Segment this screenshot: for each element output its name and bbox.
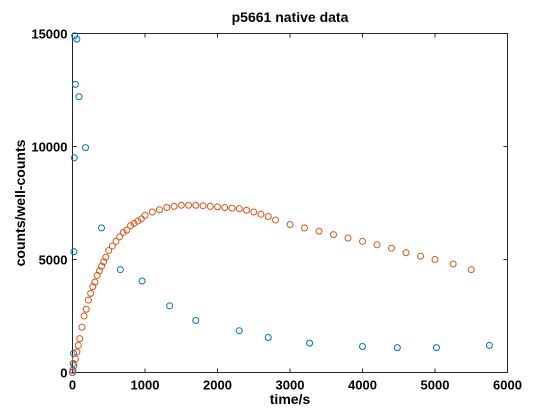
- data-point: [138, 277, 146, 285]
- data-point: [264, 333, 272, 341]
- data-point: [192, 317, 200, 325]
- data-point: [170, 202, 178, 210]
- data-point: [82, 144, 90, 152]
- y-tick-label: 10000: [31, 140, 67, 155]
- data-point: [214, 203, 221, 211]
- x-tick-label: 2000: [203, 378, 232, 393]
- data-point: [112, 237, 120, 245]
- data-point: [70, 248, 78, 256]
- data-point: [402, 249, 410, 257]
- data-point: [69, 369, 76, 376]
- data-point: [250, 208, 258, 216]
- data-point: [116, 266, 124, 274]
- data-point: [141, 211, 149, 219]
- data-point: [73, 348, 81, 356]
- data-point: [243, 206, 250, 214]
- data-point: [116, 233, 124, 241]
- x-tick-label: 4000: [348, 378, 377, 393]
- data-point: [123, 226, 131, 234]
- data-point: [264, 213, 272, 221]
- data-point: [127, 222, 134, 230]
- data-point: [119, 228, 127, 236]
- data-point: [102, 253, 110, 261]
- data-point: [163, 204, 171, 212]
- data-point: [134, 217, 142, 225]
- data-point: [156, 206, 163, 214]
- data-point: [130, 219, 138, 227]
- data-point: [166, 302, 174, 310]
- data-point: [373, 241, 381, 249]
- x-tick-label: 5000: [421, 378, 450, 393]
- data-point: [192, 201, 200, 209]
- data-point: [84, 296, 92, 304]
- data-point: [75, 93, 83, 101]
- y-tick-label: 5000: [39, 253, 68, 268]
- data-point: [393, 344, 401, 352]
- data-point: [485, 341, 493, 349]
- x-axis-label: time/s: [270, 391, 311, 407]
- x-tick-label: 1000: [131, 378, 160, 393]
- data-point: [70, 362, 78, 370]
- data-point: [359, 343, 366, 351]
- data-point: [306, 339, 314, 347]
- y-axis: 0 5000 10000 15000: [31, 27, 508, 381]
- data-point: [78, 323, 86, 331]
- data-point: [177, 201, 185, 209]
- data-point: [467, 266, 475, 274]
- data-point: [91, 278, 99, 286]
- data-point: [432, 344, 440, 352]
- y-tick-label: 15000: [31, 27, 67, 42]
- data-point: [286, 220, 294, 228]
- data-point: [70, 154, 78, 162]
- y-axis-label: counts/well-counts: [12, 139, 28, 266]
- data-point: [148, 208, 156, 216]
- x-tick-label: 6000: [493, 378, 522, 393]
- data-point: [431, 256, 439, 263]
- data-point: [257, 210, 265, 218]
- data-point: [199, 202, 207, 210]
- data-point: [359, 237, 366, 245]
- chart-title: p5661 native data: [232, 9, 349, 25]
- data-point: [235, 327, 243, 335]
- data-point: [344, 234, 352, 242]
- data-point: [87, 289, 95, 297]
- data-point: [98, 224, 105, 232]
- y-tick-label: 0: [60, 366, 67, 381]
- data-point: [71, 80, 79, 88]
- data-point: [301, 224, 308, 232]
- data-point: [76, 335, 84, 343]
- data-point: [206, 202, 214, 210]
- data-point: [73, 35, 81, 43]
- data-point: [315, 227, 323, 235]
- data-point: [330, 231, 337, 239]
- x-axis: 0 1000 2000 3000 4000 5000 6000: [69, 33, 522, 393]
- data-point: [108, 242, 116, 250]
- series-1: [69, 32, 493, 376]
- data-point: [185, 201, 192, 209]
- series-2: [69, 201, 475, 376]
- data-point: [272, 216, 279, 224]
- data-point: [82, 305, 90, 313]
- data-point: [74, 341, 82, 349]
- data-point: [417, 252, 424, 260]
- data-point: [71, 355, 79, 363]
- data-points: [69, 32, 493, 376]
- data-point: [105, 246, 113, 254]
- data-point: [388, 244, 395, 252]
- data-point: [235, 205, 243, 213]
- data-point: [228, 204, 236, 212]
- data-point: [80, 312, 88, 320]
- data-point: [221, 204, 229, 212]
- x-tick-label: 0: [69, 378, 76, 393]
- x-tick-label: 3000: [276, 378, 305, 393]
- plot-area: [72, 33, 508, 373]
- data-point: [449, 260, 457, 268]
